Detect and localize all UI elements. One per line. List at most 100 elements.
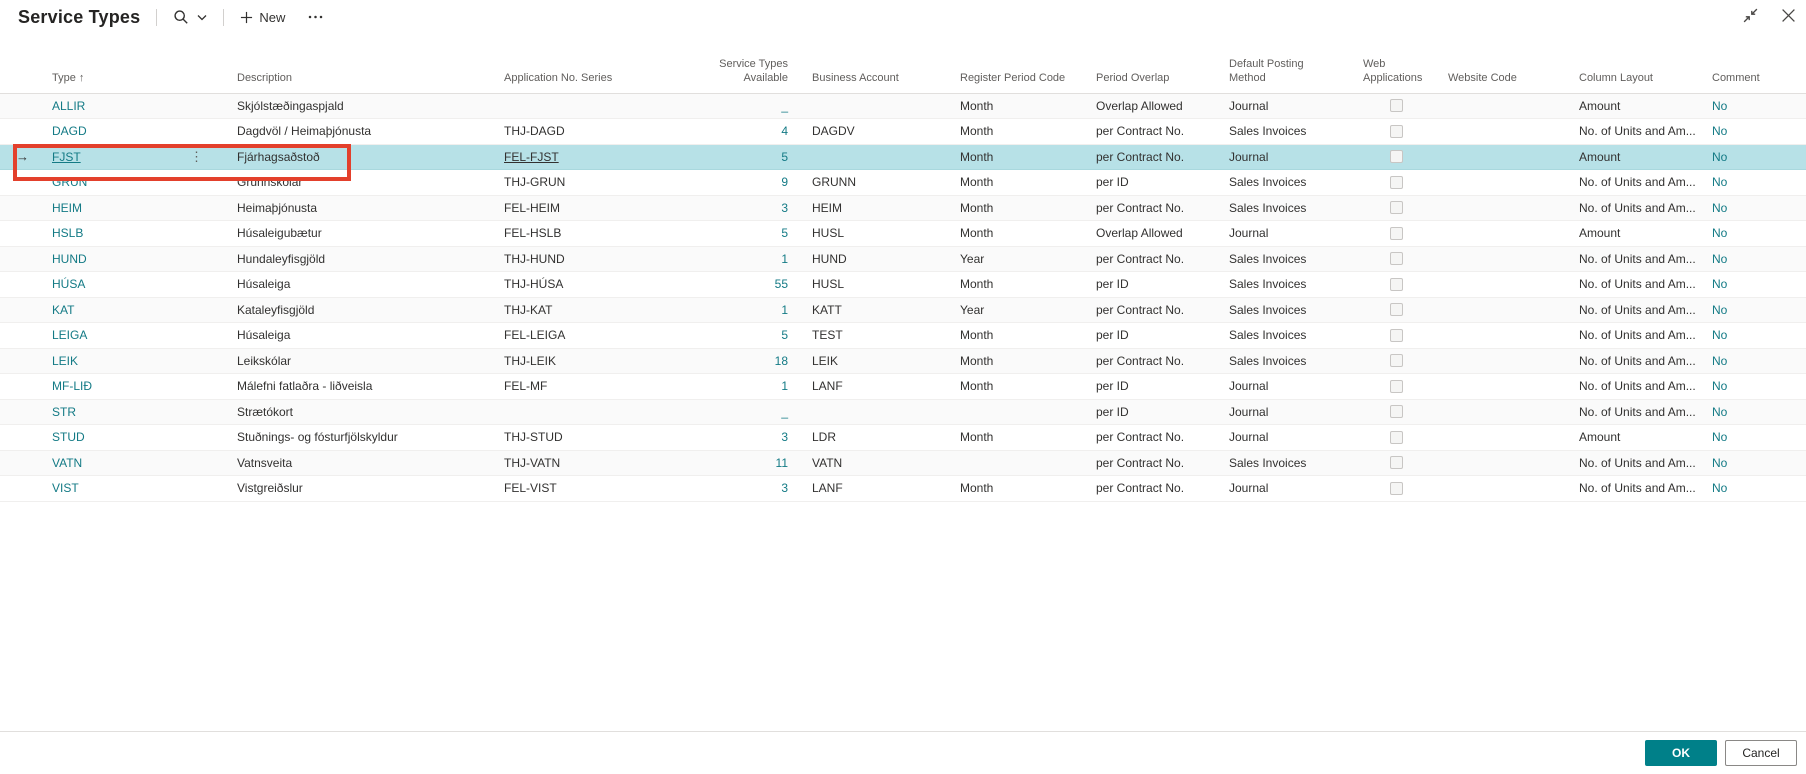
available-link[interactable]: 3 <box>781 481 788 496</box>
cell-type[interactable]: HÚSA <box>40 271 225 298</box>
available-link[interactable]: 5 <box>781 149 788 164</box>
comment-link[interactable]: No <box>1712 481 1728 496</box>
cell-comment[interactable]: No <box>1700 246 1806 272</box>
type-link[interactable]: HEIM <box>52 200 82 215</box>
cancel-button[interactable]: Cancel <box>1725 740 1797 766</box>
cell-type[interactable]: FJST ⋮ <box>40 144 225 170</box>
cell-app-series[interactable]: THJ-STUD <box>492 424 668 451</box>
cell-available[interactable]: 9 <box>668 169 800 196</box>
cell-web-applications[interactable] <box>1351 144 1436 170</box>
available-link[interactable]: 1 <box>781 251 788 266</box>
cell-available[interactable]: 11 <box>668 450 800 476</box>
comment-link[interactable]: No <box>1712 353 1728 368</box>
cell-comment[interactable]: No <box>1700 271 1806 298</box>
cell-type[interactable]: DAGD <box>40 118 225 145</box>
type-link[interactable]: VATN <box>52 455 83 470</box>
web-applications-checkbox[interactable] <box>1390 481 1403 495</box>
available-link[interactable]: 11 <box>775 455 788 470</box>
cell-app-series[interactable]: FEL-FJST <box>492 144 668 170</box>
cell-app-series[interactable]: FEL-VIST <box>492 475 668 502</box>
table-row[interactable]: HUND Hundaleyfisgjöld THJ-HUND 1 HUND Year per… <box>0 246 1806 272</box>
table-row[interactable]: STUD Stuðnings- og fósturfjölskyldur THJ-S… <box>0 424 1806 451</box>
comment-link[interactable]: No <box>1712 379 1728 394</box>
web-applications-checkbox[interactable] <box>1390 379 1403 393</box>
close-icon[interactable] <box>1781 8 1796 28</box>
cell-comment[interactable]: No <box>1700 373 1806 400</box>
cell-web-applications[interactable] <box>1351 424 1436 451</box>
cell-app-series[interactable]: THJ-KAT <box>492 297 668 323</box>
column-header-app_series[interactable]: Application No. Series <box>492 58 668 94</box>
type-link[interactable]: FJST <box>52 149 81 164</box>
cell-web-applications[interactable] <box>1351 450 1436 476</box>
type-link[interactable]: GRUN <box>52 175 88 190</box>
web-applications-checkbox[interactable] <box>1390 252 1403 266</box>
web-applications-checkbox[interactable] <box>1390 124 1403 138</box>
comment-link[interactable]: No <box>1712 226 1728 241</box>
type-link[interactable]: STR <box>52 404 76 419</box>
cell-type[interactable]: STR <box>40 399 225 425</box>
table-row[interactable]: DAGD Dagdvöl / Heimaþjónusta THJ-DAGD 4 DAGD… <box>0 118 1806 145</box>
column-header-description[interactable]: Description <box>225 58 492 94</box>
available-link[interactable]: _ <box>781 404 788 419</box>
type-link[interactable]: HÚSA <box>52 277 86 292</box>
web-applications-checkbox[interactable] <box>1390 226 1403 240</box>
collapse-window-icon[interactable] <box>1742 7 1759 29</box>
cell-available[interactable]: 1 <box>668 297 800 323</box>
cell-comment[interactable]: No <box>1700 348 1806 374</box>
cell-comment[interactable]: No <box>1700 144 1806 170</box>
cell-available[interactable]: _ <box>668 93 800 119</box>
cell-app-series[interactable]: THJ-GRUN <box>492 169 668 196</box>
cell-app-series[interactable]: FEL-MF <box>492 373 668 400</box>
cell-type[interactable]: KAT <box>40 297 225 323</box>
cell-comment[interactable]: No <box>1700 450 1806 476</box>
cell-web-applications[interactable] <box>1351 118 1436 145</box>
row-more-icon[interactable]: ⋮ <box>190 148 203 164</box>
cell-type[interactable]: HUND <box>40 246 225 272</box>
table-row[interactable]: → FJST ⋮ Fjárhagsaðstoð FEL-FJST 5 Month per Co… <box>0 144 1806 170</box>
type-link[interactable]: LEIK <box>52 353 79 368</box>
cell-type[interactable]: HEIM <box>40 195 225 221</box>
table-row[interactable]: STR Strætókort _ per ID Journal No. of Units … <box>0 399 1806 425</box>
comment-link[interactable]: No <box>1712 124 1728 139</box>
cell-app-series[interactable]: THJ-DAGD <box>492 118 668 145</box>
comment-link[interactable]: No <box>1712 455 1728 470</box>
available-link[interactable]: 5 <box>781 226 788 241</box>
cell-comment[interactable]: No <box>1700 475 1806 502</box>
cell-app-series[interactable] <box>492 399 668 425</box>
table-row[interactable]: VATN Vatnsveita THJ-VATN 11 VATN per Contract… <box>0 450 1806 476</box>
cell-type[interactable]: HSLB <box>40 220 225 247</box>
cell-app-series[interactable]: THJ-LEIK <box>492 348 668 374</box>
cell-web-applications[interactable] <box>1351 475 1436 502</box>
web-applications-checkbox[interactable] <box>1390 456 1403 470</box>
cell-app-series[interactable]: FEL-HSLB <box>492 220 668 247</box>
web-applications-checkbox[interactable] <box>1390 99 1403 113</box>
type-link[interactable]: VIST <box>52 481 79 496</box>
cell-comment[interactable]: No <box>1700 220 1806 247</box>
comment-link[interactable]: No <box>1712 430 1728 445</box>
available-link[interactable]: 55 <box>774 277 788 292</box>
column-header-posting[interactable]: Default Posting Method <box>1217 58 1351 94</box>
new-button[interactable]: New <box>240 10 285 25</box>
cell-available[interactable]: 3 <box>668 424 800 451</box>
column-header-website[interactable]: Website Code <box>1436 58 1567 94</box>
column-header-available[interactable]: Service Types Available <box>668 58 800 94</box>
comment-link[interactable]: No <box>1712 302 1728 317</box>
cell-app-series[interactable]: FEL-HEIM <box>492 195 668 221</box>
cell-type[interactable]: LEIK <box>40 348 225 374</box>
type-link[interactable]: MF-LIÐ <box>52 379 92 394</box>
available-link[interactable]: 3 <box>781 200 788 215</box>
cell-available[interactable]: 18 <box>668 348 800 374</box>
column-header-column_layout[interactable]: Column Layout <box>1567 58 1700 94</box>
comment-link[interactable]: No <box>1712 404 1728 419</box>
available-link[interactable]: 5 <box>781 328 788 343</box>
available-link[interactable]: 1 <box>781 379 788 394</box>
comment-link[interactable]: No <box>1712 149 1728 164</box>
cell-type[interactable]: LEIGA <box>40 322 225 349</box>
cell-web-applications[interactable] <box>1351 322 1436 349</box>
table-row[interactable]: HEIM Heimaþjónusta FEL-HEIM 3 HEIM Month per C… <box>0 195 1806 221</box>
available-link[interactable]: 1 <box>781 302 788 317</box>
available-link[interactable]: 3 <box>781 430 788 445</box>
cell-web-applications[interactable] <box>1351 297 1436 323</box>
web-applications-checkbox[interactable] <box>1390 354 1403 368</box>
cell-type[interactable]: GRUN <box>40 169 225 196</box>
